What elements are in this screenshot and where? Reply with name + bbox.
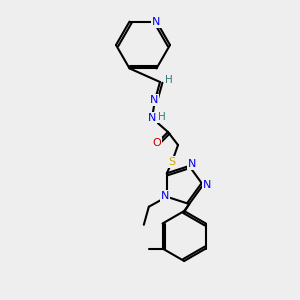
Text: N: N [152, 16, 161, 27]
Text: O: O [153, 138, 161, 148]
Text: N: N [160, 191, 169, 201]
Text: N: N [150, 95, 158, 105]
Text: N: N [148, 113, 156, 123]
Text: H: H [158, 112, 166, 122]
Text: S: S [168, 157, 175, 167]
Text: N: N [203, 180, 211, 190]
Text: H: H [165, 75, 173, 85]
Text: N: N [188, 159, 196, 169]
